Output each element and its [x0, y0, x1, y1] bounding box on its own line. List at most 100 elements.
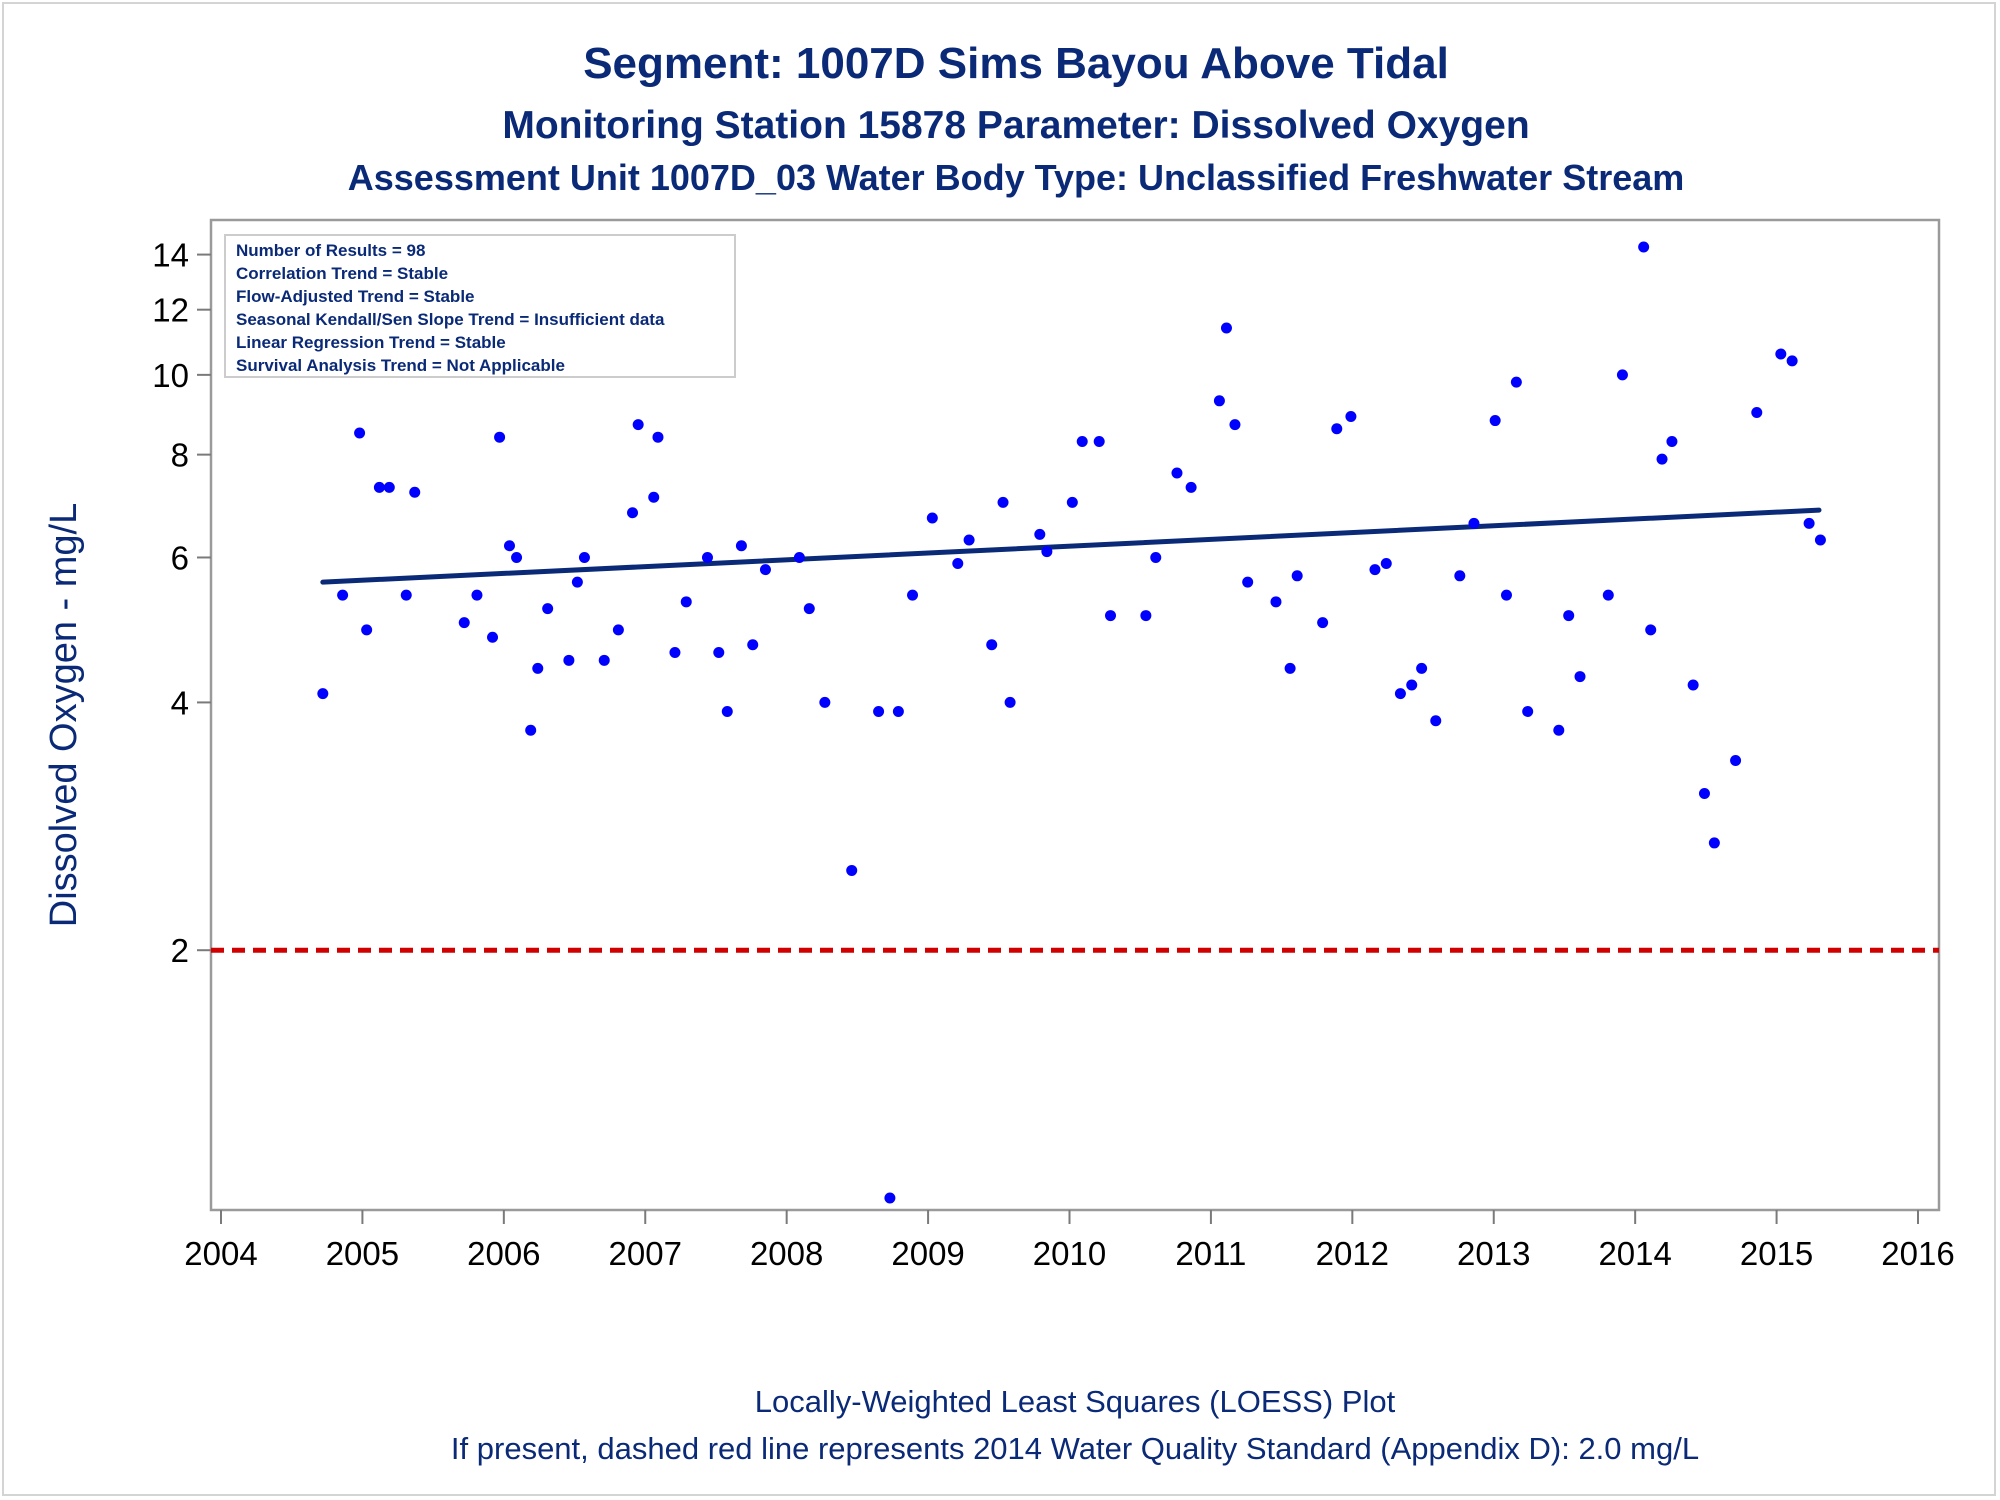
data-point — [373, 481, 385, 493]
data-point — [571, 576, 583, 588]
data-point — [1553, 724, 1565, 736]
data-point — [511, 551, 523, 563]
data-point — [1380, 557, 1392, 569]
data-point — [1574, 671, 1586, 683]
data-point — [542, 603, 554, 615]
data-point — [884, 1192, 896, 1204]
data-point — [1004, 696, 1016, 708]
y-tick-label: 12 — [152, 292, 189, 329]
x-axis: 2004 2005 2006 2007 2008 2009 2010 2011 2012 2013… — [184, 1210, 1955, 1272]
data-point — [458, 617, 470, 629]
data-point — [1242, 576, 1254, 588]
stat-linear-regression-trend: Linear Regression Trend = Stable — [236, 333, 506, 352]
data-point — [1150, 551, 1162, 563]
data-point — [1066, 496, 1078, 508]
data-point — [1430, 715, 1442, 727]
x-tick-label: 2007 — [609, 1235, 682, 1272]
data-point — [1345, 411, 1357, 423]
data-point — [1394, 688, 1406, 700]
data-point — [1291, 570, 1303, 582]
x-tick-label: 2004 — [184, 1235, 257, 1272]
data-points — [317, 241, 1826, 1204]
data-point — [1093, 435, 1105, 447]
y-tick-label: 6 — [171, 539, 189, 576]
data-point — [1171, 467, 1183, 479]
data-point — [337, 589, 349, 601]
stat-seasonal-kendall-trend: Seasonal Kendall/Sen Slope Trend = Insuf… — [236, 310, 665, 329]
data-point — [1213, 395, 1225, 407]
stat-flow-adjusted-trend: Flow-Adjusted Trend = Stable — [236, 287, 475, 306]
data-point — [997, 496, 1009, 508]
data-point — [648, 491, 660, 503]
data-point — [735, 540, 747, 552]
data-point — [701, 551, 713, 563]
data-point — [361, 624, 373, 636]
data-point — [1708, 837, 1720, 849]
data-point — [471, 589, 483, 601]
data-point — [1185, 481, 1197, 493]
data-point — [1220, 322, 1232, 334]
data-point — [907, 589, 919, 601]
data-point — [803, 603, 815, 615]
data-point — [793, 551, 805, 563]
data-point — [1687, 679, 1699, 691]
data-point — [846, 864, 858, 876]
data-point — [1751, 407, 1763, 419]
data-point — [632, 419, 644, 431]
data-point — [1563, 610, 1575, 622]
chart-subtitle-station: Monitoring Station 15878 Parameter: Diss… — [502, 104, 1529, 147]
data-point — [1406, 679, 1418, 691]
x-tick-label: 2013 — [1457, 1235, 1530, 1272]
data-point — [1814, 534, 1826, 546]
chart-title: Segment: 1007D Sims Bayou Above Tidal — [583, 39, 1449, 88]
stats-box-border — [224, 234, 736, 378]
data-point — [892, 705, 904, 717]
x-tick-label: 2009 — [891, 1235, 964, 1272]
stat-number-of-results: Number of Results = 98 — [236, 241, 425, 260]
data-point — [317, 688, 329, 700]
y-tick-label: 14 — [152, 237, 189, 274]
data-point — [1786, 355, 1798, 367]
data-point — [1803, 517, 1815, 529]
data-point — [1284, 662, 1296, 674]
data-point — [1638, 241, 1650, 253]
y-tick-label: 10 — [152, 357, 189, 394]
footer-loess-note: Locally-Weighted Least Squares (LOESS) P… — [755, 1384, 1396, 1419]
data-point — [926, 512, 938, 524]
data-point — [354, 427, 366, 439]
data-point — [1645, 624, 1657, 636]
data-point — [1656, 453, 1668, 465]
data-point — [1510, 376, 1522, 388]
data-point — [1602, 589, 1614, 601]
data-point — [652, 431, 664, 443]
data-point — [1730, 755, 1742, 767]
y-tick-label: 8 — [171, 437, 189, 474]
data-point — [1076, 435, 1088, 447]
data-point — [1616, 369, 1628, 381]
data-point — [1331, 423, 1343, 435]
data-point — [963, 534, 975, 546]
data-point — [1698, 788, 1710, 800]
data-point — [400, 589, 412, 601]
data-point — [680, 596, 692, 608]
data-point — [759, 564, 771, 576]
data-point — [1500, 589, 1512, 601]
data-point — [409, 486, 421, 498]
data-point — [578, 551, 590, 563]
footer-standard-note: If present, dashed red line represents 2… — [451, 1431, 1699, 1466]
chart-subtitle-assessment: Assessment Unit 1007D_03 Water Body Type… — [348, 157, 1685, 198]
data-point — [612, 624, 624, 636]
x-tick-label: 2015 — [1740, 1235, 1813, 1272]
data-point — [494, 431, 506, 443]
stats-box: Number of Results = 98 Correlation Trend… — [224, 234, 736, 378]
y-axis-label: Dissolved Oxygen - mg/L — [43, 503, 85, 928]
data-point — [1041, 546, 1053, 558]
data-point — [713, 646, 725, 658]
data-point — [819, 696, 831, 708]
data-point — [1666, 435, 1678, 447]
data-point — [1369, 564, 1381, 576]
data-point — [383, 481, 395, 493]
x-tick-label: 2008 — [750, 1235, 823, 1272]
